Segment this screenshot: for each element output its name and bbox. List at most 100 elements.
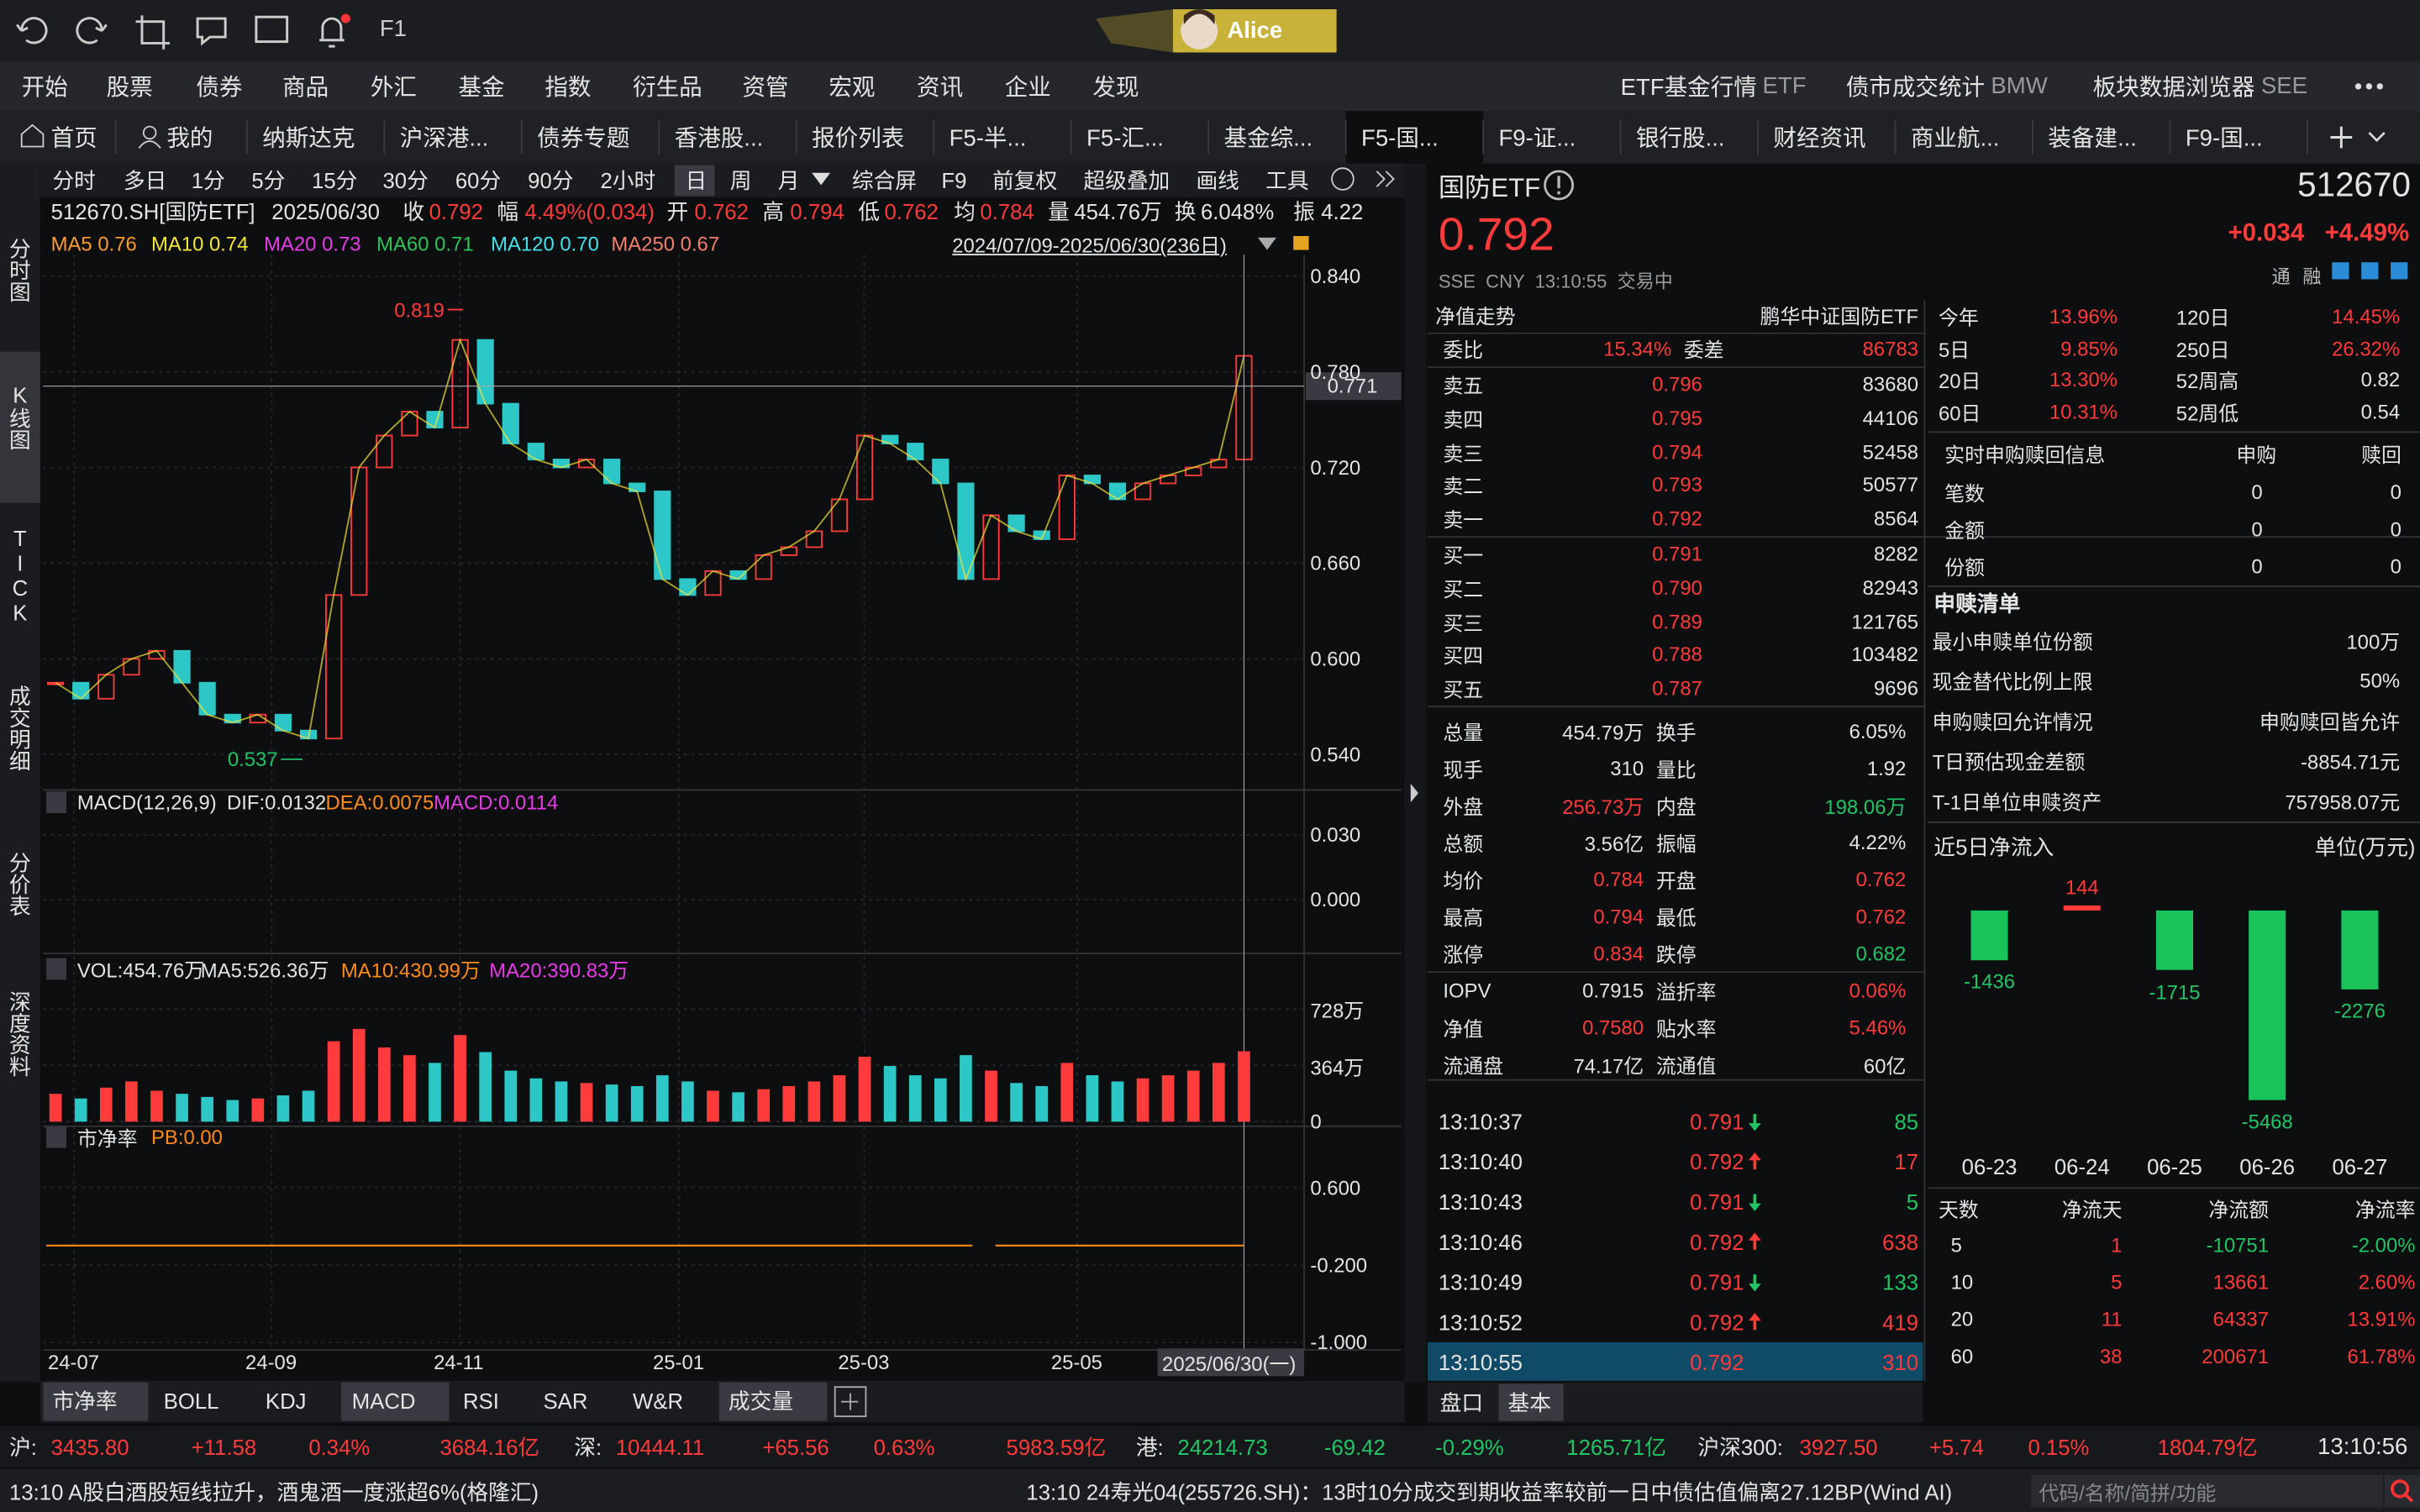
date-range[interactable]: 2024/07/09-2025/06/30(236日) [952,234,1227,257]
tab[interactable]: 债券专题 [537,125,630,152]
stat-value: 0.82 [2360,368,2401,391]
lock-icon[interactable] [1293,236,1309,250]
menu-item[interactable]: 发现 [1092,75,1139,102]
period-button[interactable]: 工具 [1265,168,1309,193]
help-icon[interactable] [1331,167,1355,191]
period-button[interactable]: 5分 [251,168,286,193]
period-button[interactable]: 周 [729,168,752,193]
menu-item[interactable]: 股票 [106,75,153,102]
stat-value: 9.85% [2060,336,2118,360]
info-icon[interactable] [1544,170,1575,201]
nav-link[interactable]: 净值走势 [1435,304,1516,328]
side-tab[interactable]: TICK [8,526,33,625]
period-button[interactable]: 90分 [528,168,574,193]
period-button[interactable]: 2小时 [600,168,656,193]
user-name[interactable]: Alice [1227,18,1283,45]
search-placeholder[interactable]: 代码/名称/简拼/功能 [2039,1482,2217,1505]
side-tab[interactable]: 深度资料 [8,990,33,1078]
tab-menu[interactable] [2368,132,2386,142]
new-tab[interactable] [2330,126,2353,149]
collapse-arrow[interactable] [1410,784,1418,803]
period-button[interactable]: 多日 [123,168,167,193]
tab[interactable]: 我的 [166,125,213,152]
book-price: 0.787 [1652,676,1702,701]
indicator-tab[interactable]: SAR [543,1389,588,1414]
period-button[interactable]: F9 [941,168,967,193]
tick-time: 13:10:46 [1438,1229,1523,1255]
indicator-tab[interactable]: 市净率 [52,1389,118,1414]
side-tab[interactable]: 成交明细 [8,685,33,772]
menu-item[interactable]: 资讯 [917,75,964,102]
indicator-tab[interactable]: KDJ [265,1389,307,1414]
menu-item[interactable]: 企业 [1004,75,1051,102]
menu-item[interactable]: 资管 [742,75,789,102]
side-tab[interactable]: 分价表 [8,851,33,917]
menu-link[interactable]: 债市成交统计 [1845,75,1986,102]
period-button[interactable]: 画线 [1196,168,1239,193]
fund-code: 512670 [2297,165,2411,204]
tab[interactable]: 纳斯达克 [262,125,355,152]
side-tab[interactable]: K线图 [8,382,33,451]
tab[interactable]: F9-国... [2185,125,2263,152]
stat-value: 0.762 [1855,905,1907,928]
field-value: 0.762 [694,198,749,224]
stat-label: 5日 [1938,338,1970,361]
menu-item[interactable]: 衍生品 [633,75,702,102]
period-button[interactable]: 超级叠加 [1083,168,1171,193]
volume-bar [883,1066,897,1122]
search-box[interactable] [2031,1474,2383,1508]
tab[interactable]: F5-国... [1361,125,1439,152]
tab[interactable]: 财经资讯 [1773,125,1866,152]
tab[interactable]: 银行股... [1635,125,1725,152]
tab[interactable]: 装备建... [2048,125,2137,152]
add-icon[interactable] [834,1386,867,1418]
dropdown[interactable] [812,172,831,186]
menu-item[interactable]: 基金 [458,75,505,102]
quote-tools[interactable] [2332,262,2408,280]
tab[interactable]: F9-证... [1498,125,1576,152]
search-button[interactable] [2384,1474,2420,1508]
news-item[interactable]: 13:10 24寿光04(255726.SH)：13时10分成交到期收益率较前一… [1026,1479,1953,1504]
indicator-tab[interactable]: BOLL [163,1389,219,1414]
range-dropdown[interactable] [1257,237,1276,250]
tab[interactable]: 商业航... [1910,125,2000,152]
period-button[interactable]: 月 [777,168,800,193]
period-button[interactable]: 15分 [312,168,358,193]
candle [830,498,849,533]
tab[interactable]: F5-汇... [1086,125,1164,152]
menu-link[interactable]: 板块数据浏览器 [2092,75,2255,102]
tab[interactable]: 香港股... [674,125,764,152]
period-button[interactable]: 分时 [52,168,96,193]
menu-item[interactable]: 指数 [544,75,592,102]
x-tick-label: 06-26 [2239,1153,2296,1179]
period-button[interactable]: 1分 [191,168,225,193]
panel-tab[interactable]: 基本 [1507,1389,1551,1415]
tab[interactable]: 报价列表 [812,125,905,152]
indicator-tab[interactable]: MACD [351,1389,416,1414]
period-button[interactable]: 30分 [382,168,429,193]
news-item[interactable]: 13:10 A股白酒股短线拉升，酒鬼酒一度涨超6%(格隆汇) [9,1479,539,1504]
more-tools[interactable] [1376,171,1395,187]
tab[interactable]: F5-半... [949,125,1027,152]
menu-item[interactable]: 债券 [196,75,243,102]
period-button[interactable]: 综合屏 [851,168,918,193]
tab[interactable]: 沪深港... [399,125,489,152]
period-button[interactable]: 前复权 [992,168,1058,193]
side-tab[interactable]: 分时图 [8,237,33,303]
tab[interactable]: 首页 [50,125,97,152]
tab[interactable]: 基金综... [1223,125,1313,152]
menu-item[interactable]: 商品 [282,75,329,102]
menu-link[interactable]: ETF基金行情 [1620,75,1757,102]
help-key[interactable]: F1 [379,16,408,43]
book-level: 卖四 [1443,407,1484,431]
menu-item[interactable]: 开始 [21,75,68,102]
indicator-tab[interactable]: W&R [633,1389,684,1414]
menu-item[interactable]: 宏观 [829,75,876,102]
period-button[interactable]: 日 [685,168,708,193]
indicator-tab[interactable]: 成交量 [728,1389,794,1414]
panel-tab[interactable]: 盘口 [1439,1389,1484,1415]
menu-item[interactable]: 外汇 [370,75,417,102]
period-button[interactable]: 60分 [455,168,502,193]
indicator-tab[interactable]: RSI [463,1389,499,1414]
more-icon[interactable] [2354,83,2383,90]
